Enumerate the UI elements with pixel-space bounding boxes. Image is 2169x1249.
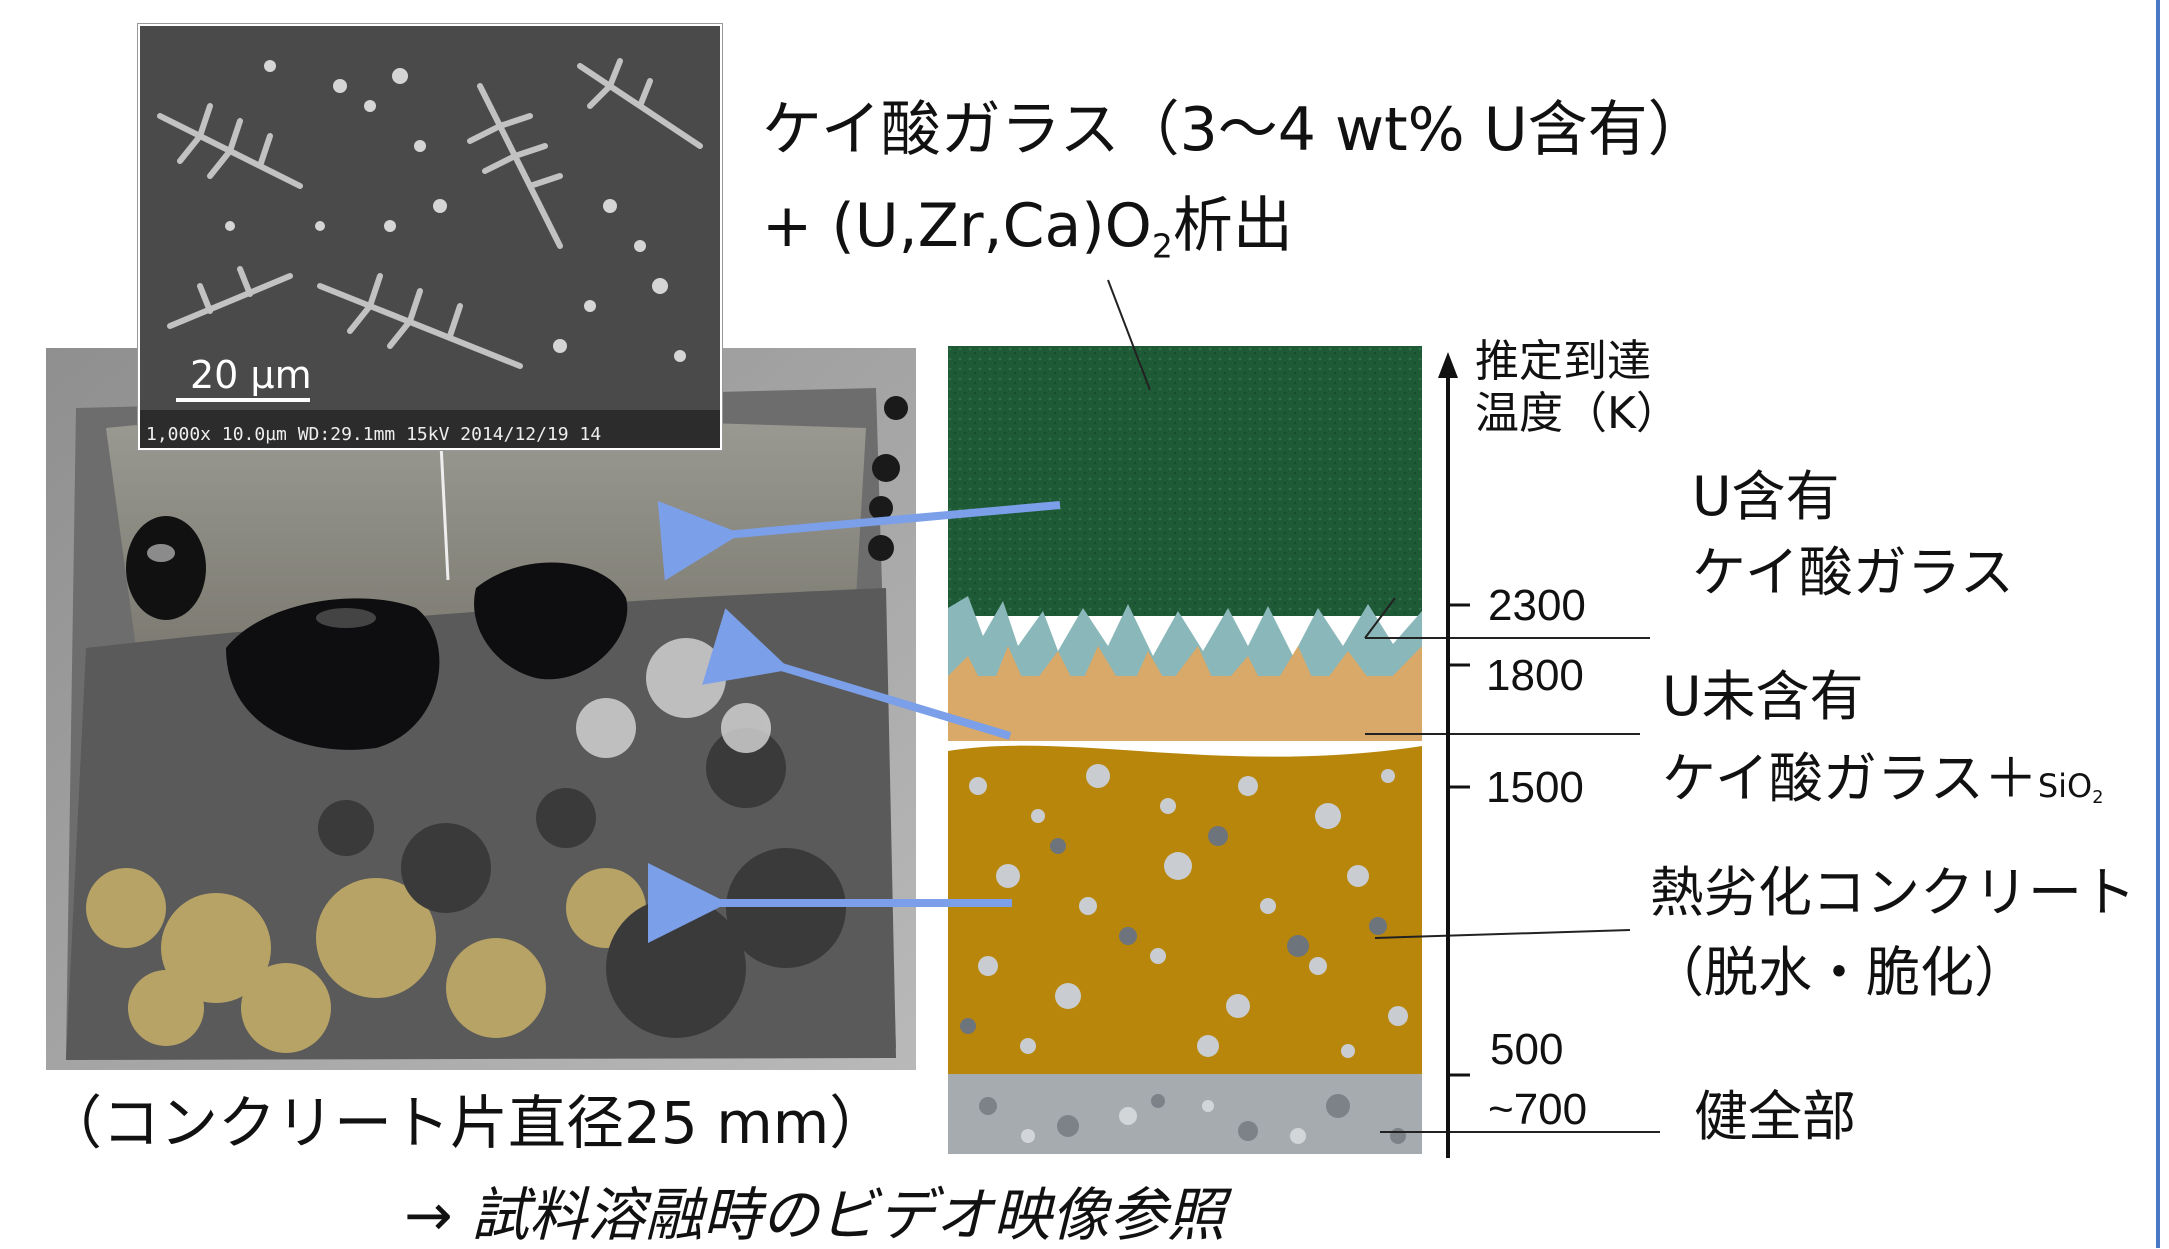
tick-1500: 1500 <box>1486 766 1584 810</box>
title-line1: ケイ酸ガラス（3～4 wt% U含有） <box>762 100 1708 160</box>
label-degraded-line1: 熱劣化コンクリート <box>1650 866 2136 920</box>
temperature-axis-arrowhead <box>1438 352 1458 378</box>
tick-1800: 1800 <box>1486 654 1584 698</box>
label-degraded-line2: （脱水・脆化） <box>1650 946 2028 1000</box>
label-u-glass-line1: U含有 <box>1692 470 1840 524</box>
leader-title <box>1108 280 1150 390</box>
label-u-glass-line2: ケイ酸ガラス <box>1692 546 2014 600</box>
axis-title-line2: 温度（K） <box>1475 392 1680 436</box>
tick-700: ~700 <box>1488 1088 1587 1132</box>
label-sio: SiO <box>2038 767 2092 805</box>
title-line2-suffix: 析出 <box>1173 191 1293 261</box>
title-line2: + (U,Zr,Ca)O2析出 <box>762 196 1293 263</box>
label-sio2-subscript: 2 <box>2092 788 2103 808</box>
tick-2300: 2300 <box>1488 584 1586 628</box>
label-u-free-glass-text: ケイ酸ガラス＋ <box>1662 747 2038 810</box>
label-sound-part: 健全部 <box>1694 1090 1856 1144</box>
label-u-free-glass-line1: U未含有 <box>1662 670 1864 724</box>
title-line2-subscript: 2 <box>1152 227 1173 266</box>
label-u-free-glass-line2: ケイ酸ガラス＋SiO2 <box>1662 752 2103 808</box>
label-sio2: SiO2 <box>2038 767 2104 805</box>
axis-title-line1: 推定到達 <box>1475 340 1651 384</box>
arrow-glass <box>725 505 1060 535</box>
arrow-u-free-glass <box>775 665 1010 736</box>
photo-caption: （コンクリート片直径25 mm） <box>44 1094 887 1152</box>
tick-500: 500 <box>1490 1028 1563 1072</box>
leader-degraded <box>1375 930 1630 938</box>
title-line2-formula: + (U,Zr,Ca)O <box>762 191 1152 261</box>
footer-video-note: → 試料溶融時のビデオ映像参照 <box>404 1186 1225 1244</box>
